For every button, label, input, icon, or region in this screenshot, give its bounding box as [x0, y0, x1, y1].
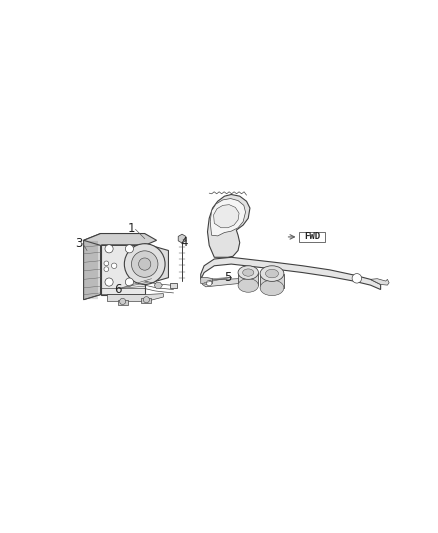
Polygon shape: [117, 300, 128, 305]
Circle shape: [105, 278, 113, 286]
Text: 3: 3: [75, 237, 82, 250]
Circle shape: [104, 261, 109, 266]
Polygon shape: [371, 279, 389, 285]
Text: 5: 5: [224, 271, 232, 284]
Ellipse shape: [265, 269, 279, 278]
Circle shape: [125, 245, 134, 253]
Ellipse shape: [238, 279, 258, 292]
Polygon shape: [145, 244, 169, 285]
Circle shape: [125, 278, 134, 286]
Polygon shape: [101, 233, 145, 295]
Polygon shape: [170, 282, 177, 288]
Polygon shape: [208, 195, 250, 257]
Circle shape: [104, 267, 109, 271]
Polygon shape: [260, 273, 284, 288]
Polygon shape: [201, 278, 212, 285]
Polygon shape: [84, 233, 156, 245]
Ellipse shape: [260, 280, 284, 296]
Polygon shape: [202, 279, 241, 287]
Text: FWD: FWD: [304, 232, 320, 241]
Ellipse shape: [243, 269, 254, 276]
Circle shape: [143, 297, 149, 303]
Circle shape: [105, 245, 113, 253]
Text: 1: 1: [127, 222, 135, 235]
Polygon shape: [141, 298, 152, 303]
Text: 4: 4: [180, 236, 187, 248]
Circle shape: [206, 280, 212, 286]
Polygon shape: [238, 272, 258, 286]
FancyBboxPatch shape: [299, 232, 325, 242]
Polygon shape: [201, 257, 381, 289]
Polygon shape: [107, 294, 163, 302]
Ellipse shape: [260, 266, 284, 281]
Circle shape: [124, 244, 165, 285]
Circle shape: [111, 263, 117, 269]
Circle shape: [131, 251, 158, 277]
Text: 6: 6: [114, 283, 121, 296]
Polygon shape: [84, 233, 101, 300]
Polygon shape: [214, 205, 239, 228]
Circle shape: [352, 273, 362, 283]
Ellipse shape: [238, 266, 258, 279]
Circle shape: [120, 298, 126, 304]
Polygon shape: [154, 282, 162, 288]
Polygon shape: [210, 199, 246, 236]
Circle shape: [138, 258, 151, 270]
Polygon shape: [178, 234, 186, 243]
